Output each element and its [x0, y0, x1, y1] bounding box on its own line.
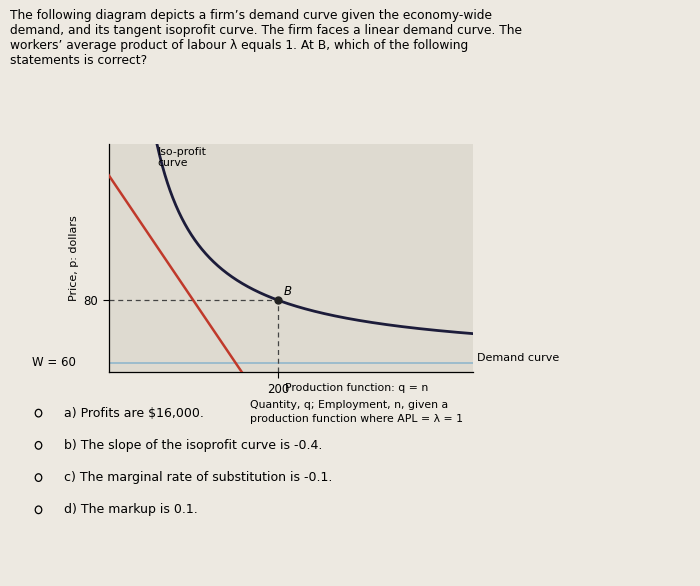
Y-axis label: Price, p: dollars: Price, p: dollars [69, 215, 79, 301]
Text: d) The markup is 0.1.: d) The markup is 0.1. [64, 503, 198, 516]
Text: Production function: q = n: Production function: q = n [285, 383, 428, 393]
Text: b) The slope of the isoprofit curve is -0.4.: b) The slope of the isoprofit curve is -… [64, 439, 323, 452]
Text: Quantity, q; Employment, n, given a: Quantity, q; Employment, n, given a [250, 400, 448, 410]
Text: a) Profits are $16,000.: a) Profits are $16,000. [64, 407, 204, 420]
Text: Iso-profit
curve: Iso-profit curve [158, 146, 206, 168]
Text: B: B [284, 285, 292, 298]
Text: production function where APL = λ = 1: production function where APL = λ = 1 [250, 414, 463, 424]
Text: c) The marginal rate of substitution is -0.1.: c) The marginal rate of substitution is … [64, 471, 332, 484]
Text: Demand curve: Demand curve [477, 353, 559, 363]
Text: W = 60: W = 60 [32, 356, 76, 369]
Text: The following diagram depicts a firm’s demand curve given the economy-wide
deman: The following diagram depicts a firm’s d… [10, 9, 522, 67]
